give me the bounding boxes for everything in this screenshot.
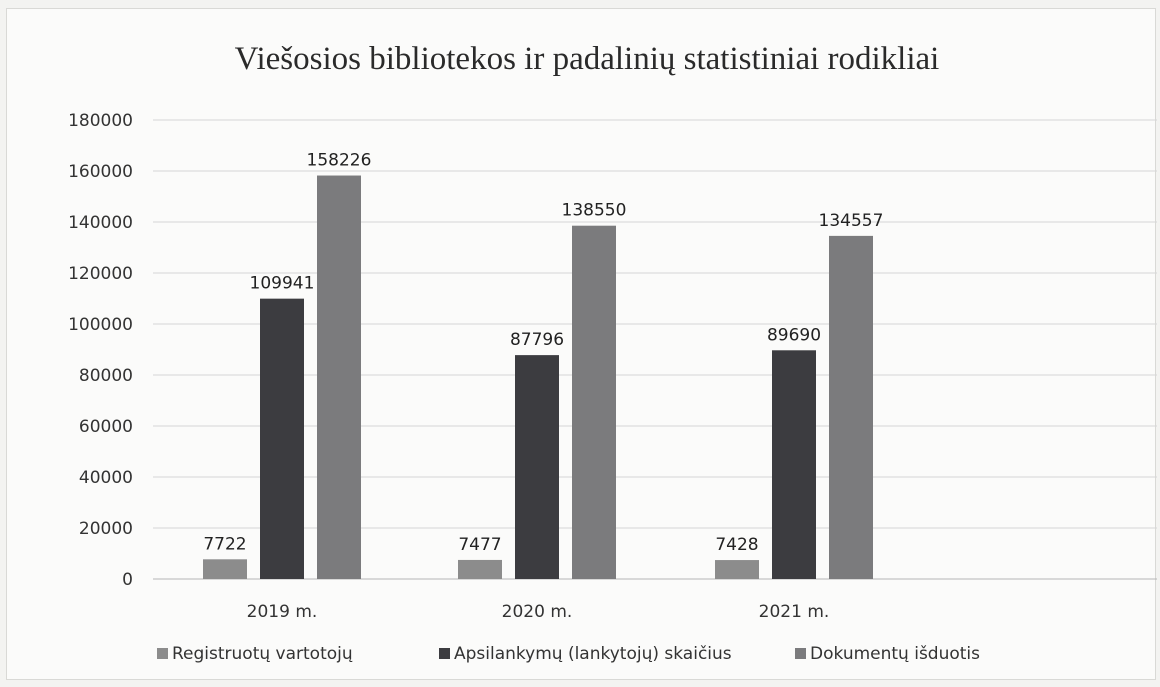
y-tick-label: 20000 <box>79 519 133 539</box>
data-label: 7722 <box>203 534 246 554</box>
bar-3-2020m <box>572 225 616 579</box>
y-tick-label: 80000 <box>79 366 133 386</box>
y-tick-label: 0 <box>122 570 133 590</box>
y-tick-label: 140000 <box>68 213 133 233</box>
x-category-label: 2021 m. <box>759 602 830 622</box>
legend: Registruotų vartotojų Apsilankymų (lankyt… <box>157 644 980 664</box>
x-category-label: 2019 m. <box>247 602 318 622</box>
bar-2-2021m <box>772 350 816 579</box>
data-label: 89690 <box>767 325 821 345</box>
bar-3-2021m <box>829 235 873 580</box>
legend-swatch <box>157 648 168 659</box>
data-label: 87796 <box>510 330 564 350</box>
chart-title: Viešosios bibliotekos ir padalinių stati… <box>235 41 940 77</box>
data-labels: 7722 109941 158226 7477 87796 138550 7428 89690… <box>203 151 883 556</box>
bar-1-2020m <box>458 559 502 579</box>
data-label: 138550 <box>562 201 627 221</box>
y-tick-label: 120000 <box>68 264 133 284</box>
legend-label: Dokumentų išduotis <box>810 644 980 664</box>
x-axis-categories: 2019 m. 2020 m. 2021 m. <box>247 602 830 622</box>
y-axis-ticks: 0 20000 40000 60000 80000 100000 120000 140000 1… <box>68 111 133 590</box>
bar-1-2019m <box>203 559 247 579</box>
data-label: 7428 <box>715 535 758 555</box>
y-tick-label: 100000 <box>68 315 133 335</box>
y-tick-label: 180000 <box>68 111 133 131</box>
legend-swatch <box>795 648 806 659</box>
data-label: 109941 <box>250 274 315 294</box>
legend-label: Apsilankymų (lankytojų) skaičius <box>454 644 732 664</box>
bars <box>203 175 873 580</box>
data-label: 7477 <box>458 535 501 555</box>
x-category-label: 2020 m. <box>502 602 573 622</box>
chart: Viešosios bibliotekos ir padalinių stati… <box>68 41 1157 664</box>
legend-label: Registruotų vartotojų <box>172 644 353 664</box>
chart-frame: Viešosios bibliotekos ir padalinių stati… <box>6 8 1157 680</box>
y-tick-label: 60000 <box>79 417 133 437</box>
bar-2-2019m <box>260 298 304 579</box>
y-tick-label: 40000 <box>79 468 133 488</box>
data-label: 134557 <box>819 211 884 231</box>
legend-swatch <box>439 648 450 659</box>
y-tick-label: 160000 <box>68 162 133 182</box>
bar-2-2020m <box>515 355 559 579</box>
bar-1-2021m <box>715 560 759 579</box>
bar-3-2019m <box>317 175 361 580</box>
data-label: 158226 <box>307 151 372 171</box>
